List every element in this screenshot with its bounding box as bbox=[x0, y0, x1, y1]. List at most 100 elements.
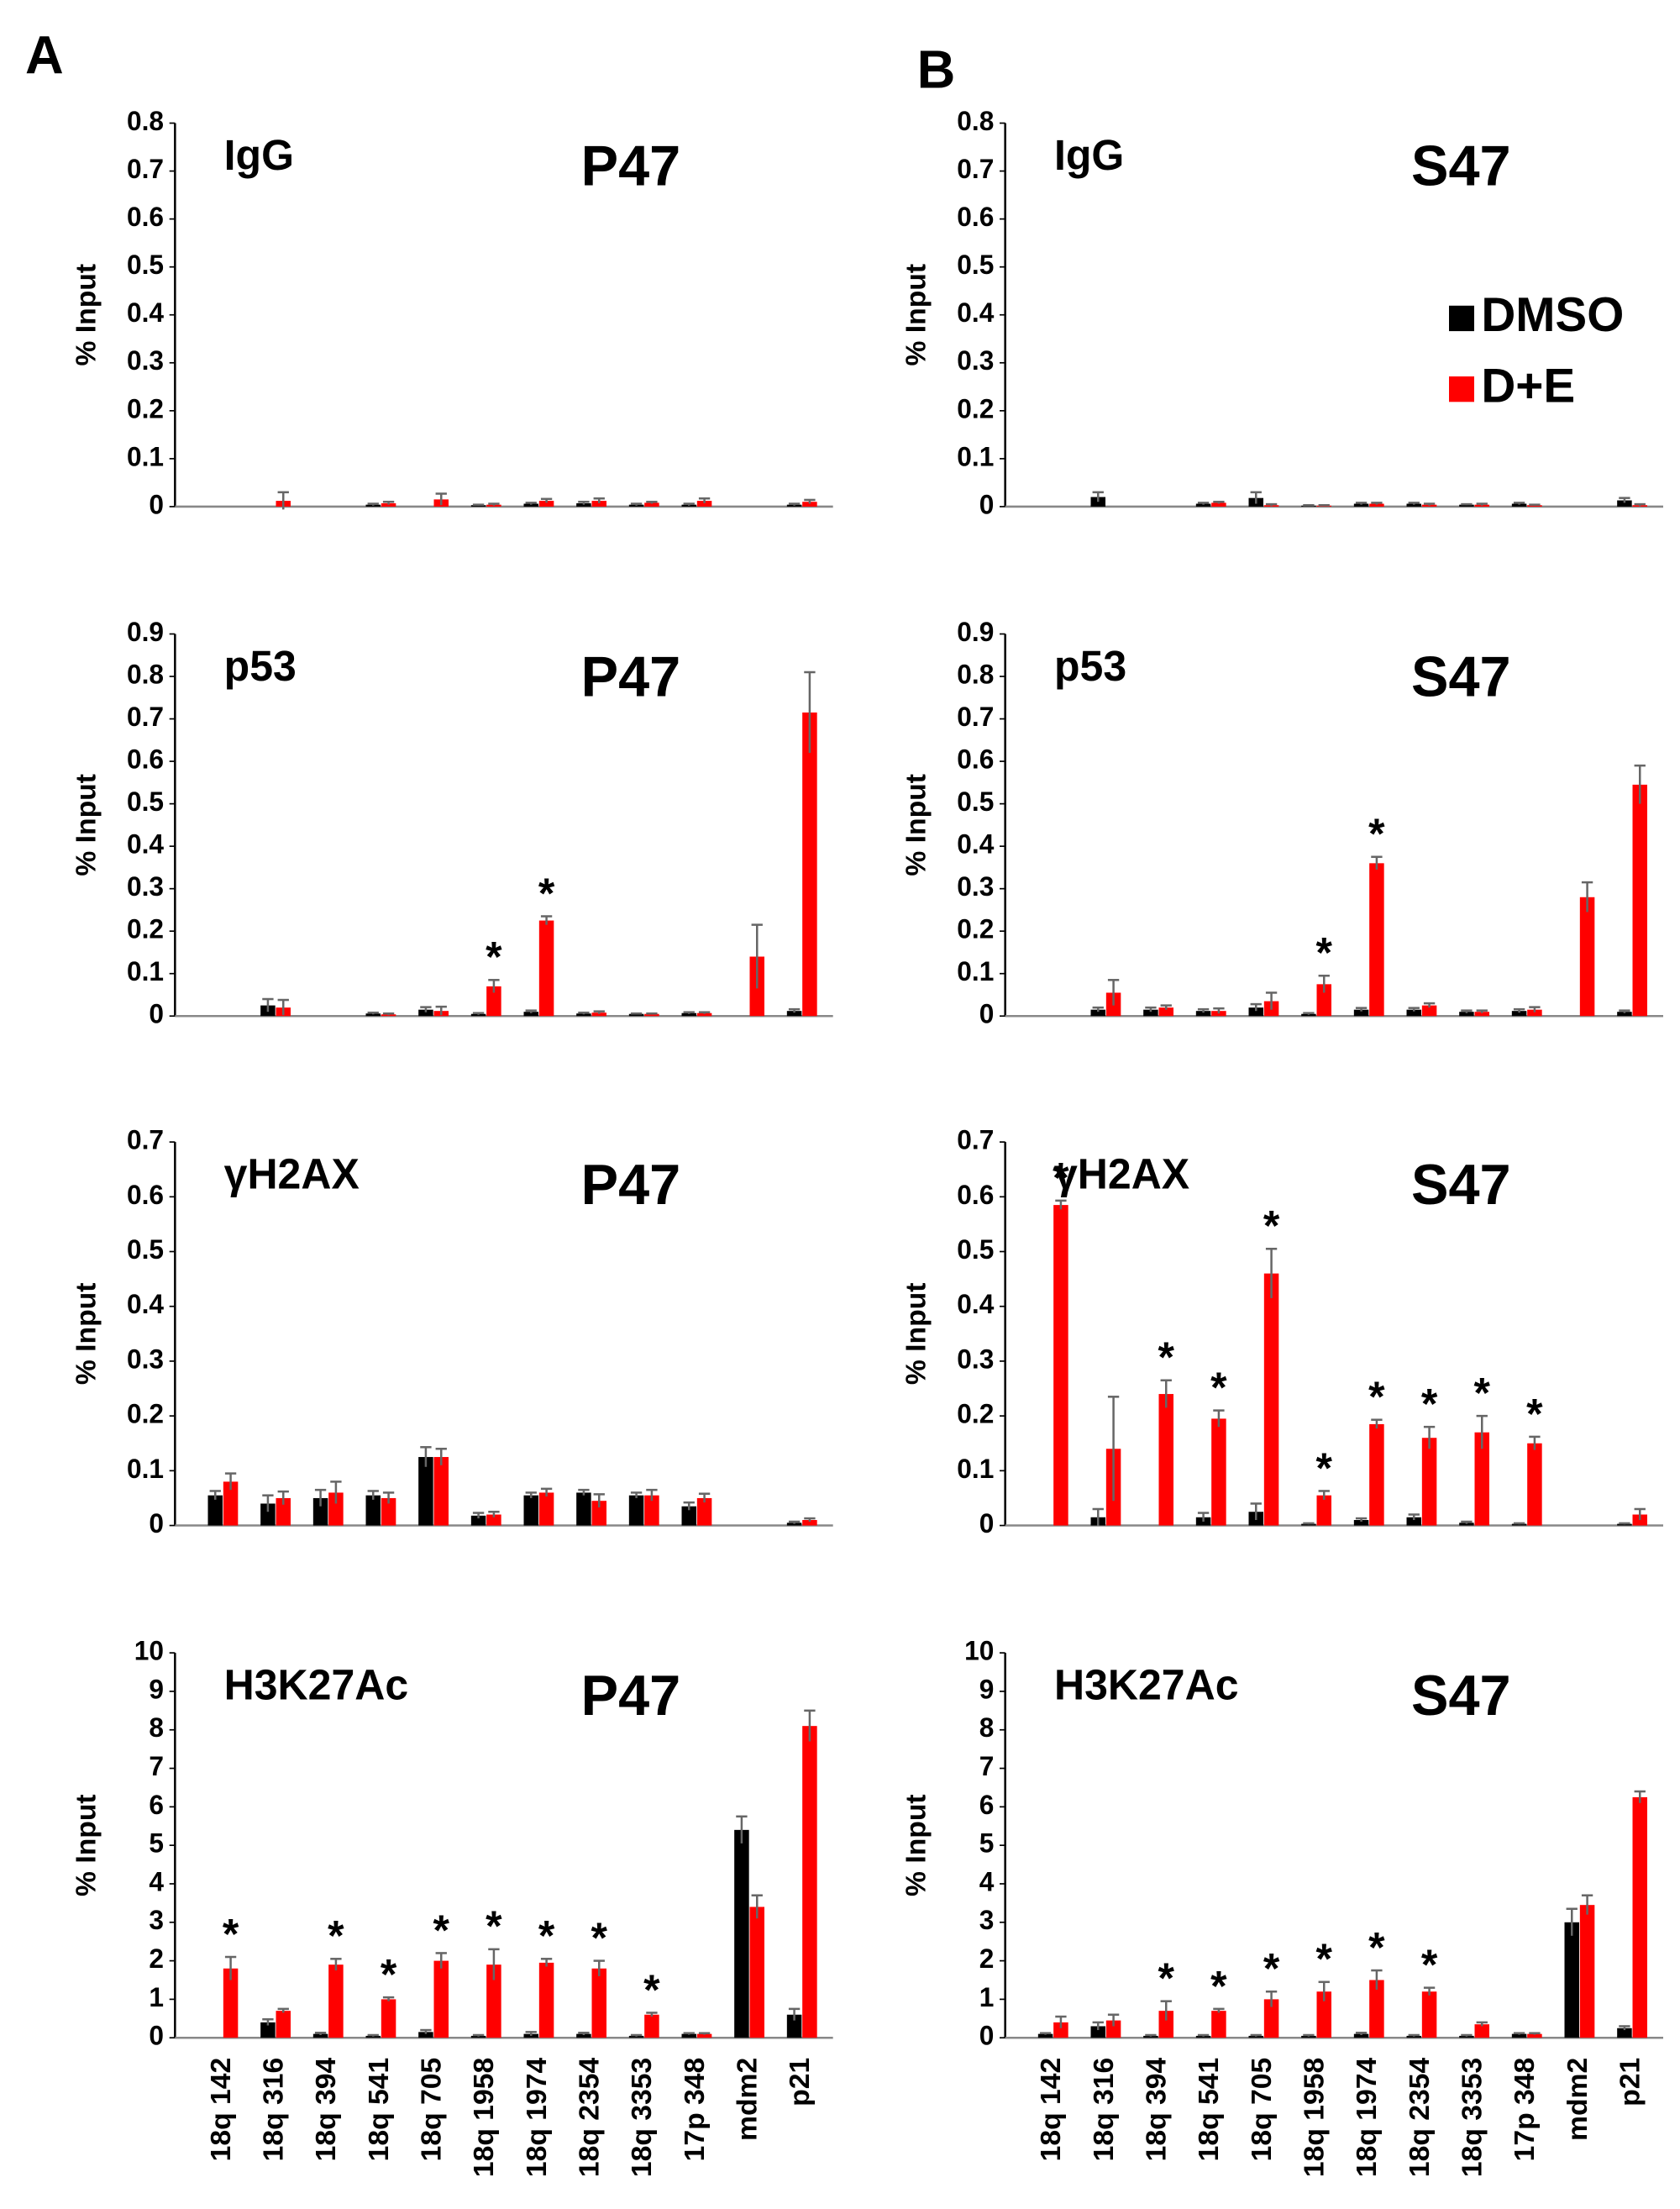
bar bbox=[1353, 503, 1369, 507]
bar bbox=[1459, 1523, 1474, 1526]
bar bbox=[1617, 1523, 1632, 1526]
bar bbox=[312, 2033, 328, 2038]
bar bbox=[1090, 2026, 1105, 2038]
significance-mark: * bbox=[486, 1903, 502, 1950]
bar bbox=[365, 1495, 381, 1526]
y-tick-label: 0.4 bbox=[957, 297, 994, 328]
bar bbox=[681, 2033, 696, 2038]
bar bbox=[644, 1013, 659, 1017]
bar bbox=[1037, 2033, 1053, 2038]
bar bbox=[696, 1012, 712, 1017]
y-axis-label: % Input bbox=[901, 264, 932, 366]
x-tick-label: mdm2 bbox=[1562, 2058, 1593, 2141]
y-tick-label: 0.2 bbox=[957, 393, 994, 423]
bar bbox=[1511, 1011, 1527, 1017]
bar bbox=[328, 1492, 344, 1526]
x-tick-label: 18q 705 bbox=[1247, 2058, 1278, 2162]
y-tick-label: 7 bbox=[149, 1751, 164, 1781]
bar bbox=[1158, 1007, 1173, 1017]
bar bbox=[260, 1503, 276, 1526]
y-tick-label: 0.5 bbox=[127, 1234, 164, 1265]
bar bbox=[1369, 503, 1384, 507]
y-tick-label: 0.6 bbox=[957, 1180, 994, 1210]
significance-mark: * bbox=[1526, 1391, 1543, 1438]
bar bbox=[591, 501, 606, 507]
bar bbox=[1105, 2020, 1121, 2038]
chart-title: S47 bbox=[1411, 645, 1511, 708]
bar bbox=[1053, 2022, 1068, 2038]
bar bbox=[470, 1515, 486, 1526]
bar bbox=[1369, 863, 1384, 1017]
bar bbox=[1617, 1012, 1632, 1017]
y-tick-label: 0.6 bbox=[127, 1180, 164, 1210]
bar bbox=[681, 1012, 696, 1017]
y-tick-label: 0.6 bbox=[957, 744, 994, 774]
y-tick-label: 0.3 bbox=[957, 345, 994, 376]
significance-mark: * bbox=[433, 1907, 450, 1954]
y-tick-label: 0 bbox=[149, 1508, 164, 1538]
x-tick-label: 18q 142 bbox=[1036, 2058, 1067, 2162]
bar bbox=[1195, 2035, 1211, 2038]
y-tick-label: 1 bbox=[149, 1982, 164, 2012]
bar bbox=[538, 920, 554, 1017]
y-tick-label: 5 bbox=[149, 1828, 164, 1858]
significance-mark: * bbox=[1316, 929, 1333, 976]
bar bbox=[1617, 2028, 1632, 2038]
bar bbox=[1511, 1523, 1527, 1526]
bar bbox=[1263, 1273, 1279, 1526]
x-tick-label: 18q 316 bbox=[1089, 2058, 1120, 2162]
x-tick-label: 17p 348 bbox=[1509, 2058, 1541, 2162]
y-tick-label: 0.1 bbox=[957, 956, 994, 986]
bar bbox=[523, 1012, 538, 1017]
significance-mark: * bbox=[381, 1951, 397, 1998]
bar bbox=[1090, 497, 1105, 507]
bar bbox=[1632, 1796, 1647, 2038]
y-tick-label: 0.5 bbox=[127, 786, 164, 817]
y-tick-label: 0.1 bbox=[957, 1454, 994, 1484]
bar bbox=[418, 1457, 433, 1526]
bar bbox=[591, 1501, 606, 1526]
bar bbox=[486, 986, 501, 1017]
panel-label: B bbox=[917, 39, 956, 99]
bar bbox=[486, 1514, 501, 1526]
chart-title: P47 bbox=[581, 1154, 681, 1217]
bar bbox=[1369, 1423, 1384, 1526]
y-axis-label: % Input bbox=[71, 264, 102, 366]
y-tick-label: 0.5 bbox=[957, 786, 994, 817]
bar bbox=[644, 502, 659, 507]
bar bbox=[1474, 2024, 1490, 2038]
y-tick-label: 6 bbox=[979, 1790, 995, 1820]
bar bbox=[1090, 1009, 1105, 1017]
y-tick-label: 0.7 bbox=[957, 154, 994, 184]
bar bbox=[696, 1497, 712, 1526]
x-tick-label: 18q 705 bbox=[417, 2058, 448, 2162]
bar bbox=[276, 2011, 291, 2038]
y-tick-label: 0.2 bbox=[127, 393, 164, 423]
y-tick-label: 0.4 bbox=[127, 297, 164, 328]
bar bbox=[1301, 1013, 1316, 1017]
x-tick-label: 17p 348 bbox=[680, 2058, 711, 2162]
bar bbox=[1143, 1009, 1158, 1017]
bar bbox=[381, 502, 396, 507]
bar bbox=[1459, 1012, 1474, 1017]
significance-mark: * bbox=[1210, 1963, 1227, 2010]
y-tick-label: 2 bbox=[149, 1943, 164, 1974]
bar bbox=[538, 1492, 554, 1526]
bar bbox=[1316, 1495, 1331, 1526]
y-tick-label: 4 bbox=[149, 1866, 164, 1896]
bar bbox=[1301, 2035, 1316, 2038]
y-tick-label: 0.4 bbox=[957, 1289, 994, 1319]
bar bbox=[576, 1013, 591, 1017]
bar bbox=[734, 1829, 749, 2038]
bar bbox=[1211, 1418, 1226, 1526]
bar bbox=[418, 2032, 433, 2038]
bar bbox=[1406, 503, 1421, 507]
bar bbox=[786, 1011, 802, 1017]
bar bbox=[786, 1523, 802, 1526]
legend-label: DMSO bbox=[1481, 288, 1624, 342]
y-tick-label: 0.5 bbox=[957, 1234, 994, 1265]
y-tick-label: 0.7 bbox=[957, 702, 994, 732]
y-tick-label: 0.6 bbox=[957, 202, 994, 232]
significance-mark: * bbox=[486, 934, 502, 981]
bar bbox=[1143, 2035, 1158, 2038]
